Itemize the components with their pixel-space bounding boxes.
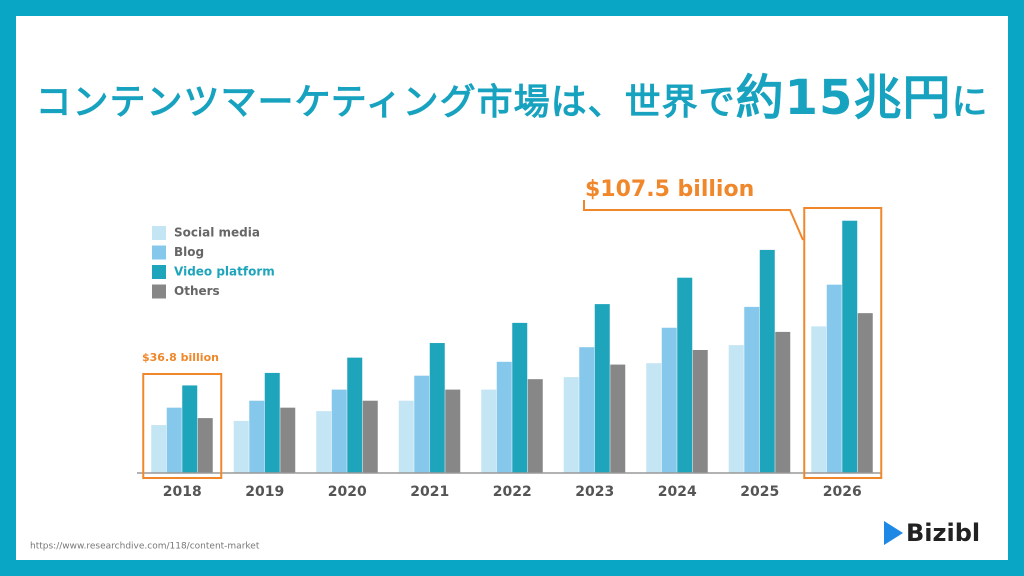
bar	[677, 277, 693, 473]
bar	[347, 357, 363, 473]
annotation: $107.5 billion	[585, 177, 754, 202]
bar	[249, 400, 265, 473]
x-tick-label: 2020	[328, 484, 367, 500]
bar	[331, 389, 347, 473]
bar	[527, 379, 543, 473]
bar	[481, 389, 497, 473]
bar	[316, 411, 332, 473]
legend-swatch	[152, 245, 166, 260]
bar	[280, 407, 296, 473]
bar	[445, 389, 461, 473]
bar	[512, 322, 528, 473]
bar	[362, 400, 378, 473]
highlight-box	[803, 207, 883, 479]
logo-icon	[884, 521, 903, 545]
legend-label: Video platform	[174, 265, 275, 279]
bar	[398, 400, 414, 473]
legend-swatch	[152, 284, 166, 299]
bar	[692, 349, 708, 473]
legend-label: Others	[174, 284, 220, 298]
x-tick-label: 2024	[658, 484, 697, 500]
title-text: に	[951, 82, 989, 123]
x-tick-label: 2023	[575, 484, 614, 500]
bar	[233, 420, 249, 473]
bar	[563, 377, 579, 473]
bar	[166, 407, 182, 473]
legend-label: Social media	[174, 226, 260, 240]
bar	[842, 220, 858, 473]
x-tick-label: 2022	[493, 484, 532, 500]
x-tick-label: 2018	[163, 484, 202, 500]
x-tick-label: 2019	[245, 484, 284, 500]
legend-swatch	[152, 265, 166, 279]
bar	[857, 313, 873, 473]
bar	[414, 375, 430, 473]
source: https://www.researchdive.com/118/content…	[30, 542, 260, 552]
bar	[197, 418, 213, 473]
legend-swatch	[152, 226, 166, 240]
bar	[182, 385, 198, 473]
bar	[610, 364, 626, 473]
bar	[429, 343, 445, 473]
bar	[775, 331, 791, 473]
bar	[646, 363, 662, 473]
bar	[728, 345, 744, 473]
annotation-connector	[583, 200, 804, 241]
title-text: コンテンツマーケティング市場は、世界で	[35, 82, 736, 123]
annotation: $36.8 billion	[142, 351, 219, 364]
x-tick-label: 2025	[740, 484, 779, 500]
title-highlight: 約15兆円	[735, 70, 952, 126]
bar	[496, 361, 512, 473]
bar	[151, 425, 167, 473]
bar	[264, 372, 280, 473]
bar	[579, 347, 595, 473]
legend-label: Blog	[174, 245, 204, 259]
title: コンテンツマーケティング市場は、世界で約15兆円に	[0, 58, 1024, 128]
bar	[759, 249, 775, 473]
logo: Bizibl	[906, 519, 980, 547]
bar	[744, 306, 760, 473]
highlight-box	[142, 373, 223, 479]
x-tick-label: 2021	[410, 484, 449, 500]
bar	[826, 284, 842, 473]
x-tick-label: 2026	[823, 484, 862, 500]
bar	[594, 304, 610, 473]
bar	[811, 326, 827, 473]
bar	[661, 327, 677, 473]
